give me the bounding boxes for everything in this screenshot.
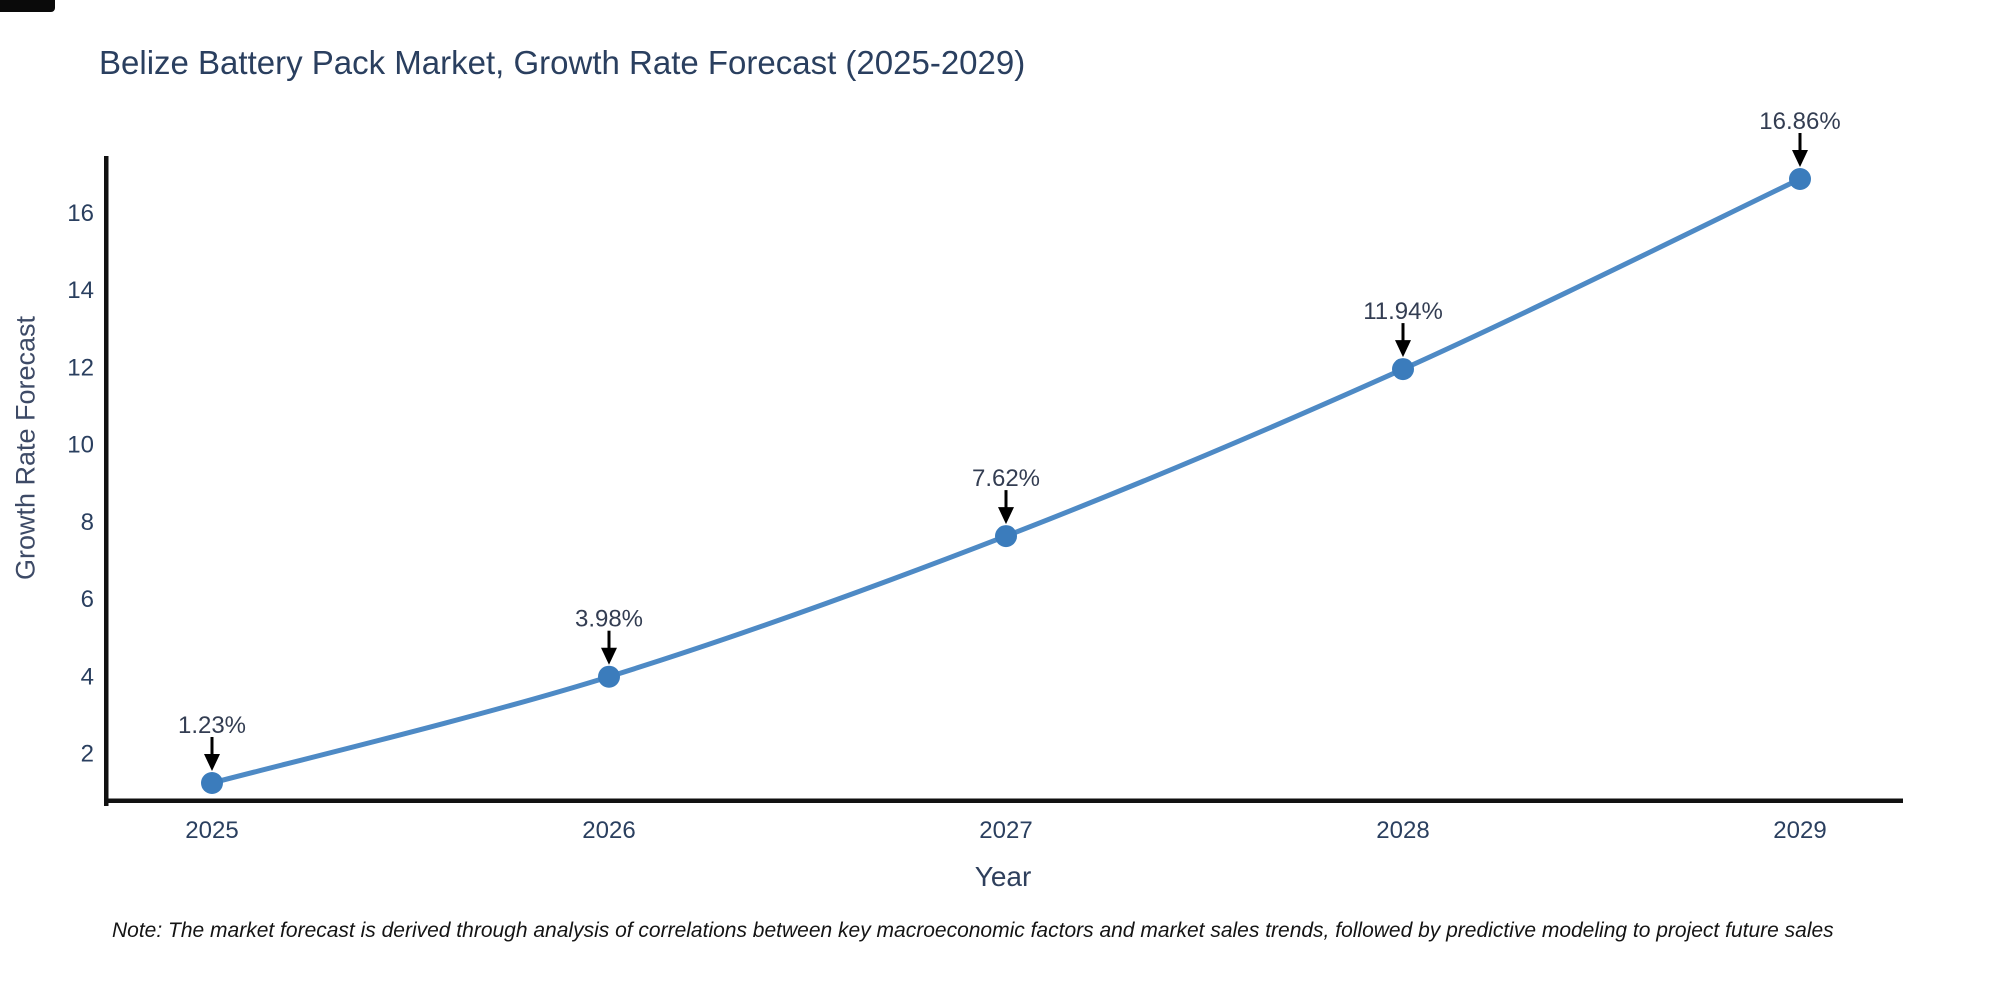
y-tick-label: 6	[81, 586, 94, 613]
annotation-label: 3.98%	[575, 606, 643, 633]
y-tick-label: 4	[81, 663, 94, 690]
x-tick-label: 2027	[979, 817, 1032, 844]
annotation-label: 11.94%	[1363, 298, 1443, 325]
chart-title: Belize Battery Pack Market, Growth Rate …	[99, 44, 1026, 81]
data-point-marker	[1392, 358, 1414, 381]
y-tick-label: 16	[67, 200, 94, 227]
x-axis-line	[104, 798, 1903, 803]
x-tick-label: 2025	[185, 817, 238, 844]
annotation-arrow-head	[601, 647, 617, 665]
y-tick-label: 12	[67, 354, 94, 381]
y-tick-label: 10	[67, 432, 94, 459]
y-tick-label: 14	[67, 277, 94, 304]
annotation-label: 1.23%	[178, 712, 246, 739]
corner-artifact	[0, 0, 55, 12]
y-tick-label: 8	[81, 509, 94, 536]
x-tick-label: 2026	[582, 817, 635, 844]
x-axis-title: Year	[974, 861, 1032, 892]
annotation-arrow-head	[1792, 150, 1808, 167]
x-tick-label: 2028	[1376, 817, 1429, 844]
data-point-marker	[598, 665, 620, 688]
annotation-label: 7.62%	[972, 465, 1040, 492]
y-axis-line	[104, 156, 109, 806]
y-tick-label: 2	[81, 741, 94, 768]
annotation-arrow-head	[998, 507, 1014, 525]
footnote: Note: The market forecast is derived thr…	[112, 919, 1834, 942]
annotation-label: 16.86%	[1759, 108, 1840, 135]
annotation-arrow-head	[1395, 340, 1411, 358]
data-point-marker	[201, 772, 223, 794]
annotation-arrow-head	[204, 754, 220, 771]
data-point-marker	[1789, 168, 1811, 190]
x-tick-label: 2029	[1773, 817, 1826, 844]
data-point-marker	[995, 525, 1017, 548]
